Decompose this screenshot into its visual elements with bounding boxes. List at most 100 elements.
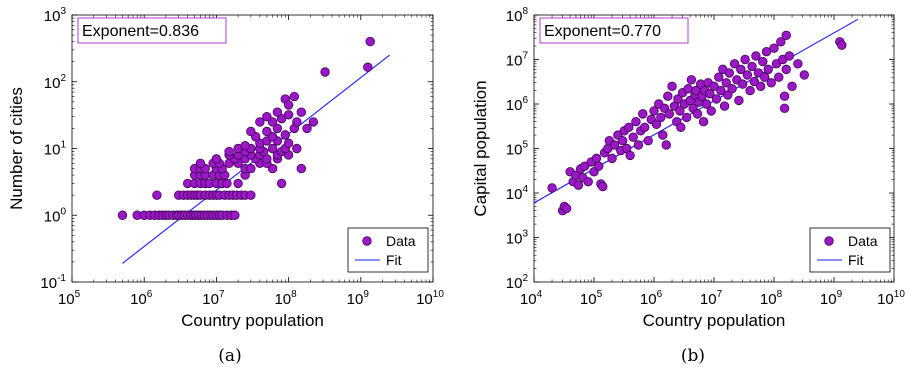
data-point	[308, 117, 319, 127]
legend-data-label: Data	[848, 233, 878, 249]
data-point	[787, 81, 797, 91]
x-tick-label: 107	[700, 289, 723, 308]
data-point	[628, 132, 638, 142]
data-point	[246, 190, 256, 200]
data-point	[673, 94, 683, 104]
legend-data-marker	[824, 236, 834, 246]
y-tick-label: 103	[506, 229, 529, 248]
legend-data-label: Data	[386, 233, 416, 249]
data-point	[283, 138, 294, 148]
data-point	[195, 158, 206, 169]
data-point	[607, 153, 617, 164]
data-point	[706, 106, 716, 116]
data-point	[152, 190, 162, 200]
y-axis-label: Capital population	[471, 80, 490, 216]
data-point	[643, 135, 653, 146]
data-point	[283, 110, 294, 120]
data-point	[267, 143, 278, 154]
caption-b: (b)	[681, 346, 705, 366]
data-point	[276, 178, 287, 189]
exponent-box	[539, 17, 689, 44]
exponent-box	[77, 17, 227, 44]
data-point	[638, 109, 648, 119]
y-tick-label: 104	[506, 184, 529, 203]
data-point	[283, 100, 294, 110]
legend-data-marker	[362, 236, 372, 246]
data-point	[651, 119, 662, 129]
data-point	[721, 78, 731, 88]
x-tick-label: 105	[580, 289, 603, 308]
data-point	[776, 37, 786, 47]
data-point	[649, 106, 659, 116]
data-point	[763, 64, 773, 75]
data-point	[758, 56, 768, 67]
x-axis-label: Country population	[643, 311, 786, 330]
legend-box	[809, 227, 891, 273]
data-point	[583, 176, 593, 187]
data-point	[676, 122, 686, 132]
x-tick-label: 106	[640, 289, 663, 308]
data-point	[681, 112, 692, 123]
data-point	[633, 140, 644, 150]
data-point	[742, 70, 753, 80]
y-tick-label: 102	[506, 273, 529, 292]
data-point	[766, 78, 776, 88]
x-tick-label: 1010	[877, 289, 905, 308]
data-point	[289, 91, 300, 102]
x-axis-label: Country population	[181, 311, 324, 330]
data-point	[617, 135, 628, 146]
data-point	[793, 59, 803, 69]
data-point	[719, 101, 730, 111]
data-point	[781, 30, 791, 40]
data-point	[222, 178, 232, 189]
data-point	[640, 122, 650, 132]
x-tick-label: 1010	[416, 289, 444, 308]
data-point	[211, 154, 222, 164]
data-point	[658, 130, 668, 140]
data-point	[656, 112, 666, 123]
data-point	[705, 89, 715, 99]
data-point	[296, 107, 307, 117]
x-tick-label: 109	[347, 289, 370, 308]
data-point	[246, 126, 256, 137]
data-point	[740, 54, 750, 65]
data-point	[240, 141, 250, 151]
data-point	[781, 64, 791, 75]
data-point	[591, 153, 602, 164]
data-point	[272, 107, 283, 117]
data-point	[716, 85, 726, 96]
data-point	[363, 62, 373, 72]
data-point	[272, 123, 283, 134]
data-point	[292, 117, 302, 127]
data-point	[267, 117, 278, 127]
data-point	[276, 113, 287, 124]
data-point	[749, 76, 760, 87]
exponent-annotation: Exponent=0.770	[544, 23, 661, 40]
data-point	[262, 126, 272, 137]
data-point	[292, 143, 302, 154]
y-tick-label: 108	[506, 6, 529, 25]
data-point	[709, 81, 719, 91]
data-point	[686, 75, 697, 85]
data-point	[365, 36, 375, 47]
data-point	[675, 106, 685, 116]
data-point	[598, 181, 608, 192]
y-tick-label: 10-1	[40, 273, 66, 292]
y-tick-label: 105	[506, 140, 529, 159]
data-point	[779, 103, 790, 114]
data-point	[561, 203, 572, 214]
data-point	[698, 117, 709, 127]
y-tick-label: 100	[44, 206, 67, 225]
data-point	[267, 132, 278, 142]
legend-fit-label: Fit	[386, 252, 402, 268]
data-point	[724, 68, 735, 78]
data-point	[737, 79, 748, 89]
data-point	[701, 99, 712, 109]
y-axis-label: Number of cities	[7, 87, 26, 210]
y-tick-label: 101	[44, 140, 67, 159]
data-point	[663, 91, 673, 101]
data-point	[779, 91, 790, 101]
data-point	[664, 109, 675, 119]
caption-a: (a)	[218, 346, 241, 366]
